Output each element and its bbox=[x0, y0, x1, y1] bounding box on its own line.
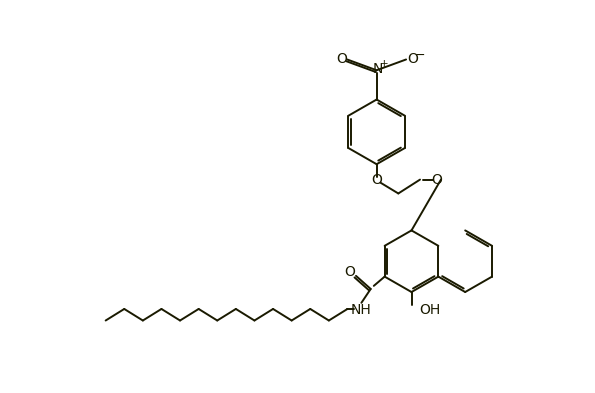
Text: N: N bbox=[372, 62, 383, 77]
Text: O: O bbox=[336, 53, 347, 66]
Text: +: + bbox=[380, 59, 389, 69]
Text: NH: NH bbox=[351, 303, 372, 317]
Text: OH: OH bbox=[419, 303, 440, 318]
Text: O: O bbox=[407, 53, 418, 66]
Text: −: − bbox=[415, 49, 425, 62]
Text: O: O bbox=[431, 173, 443, 187]
Text: O: O bbox=[345, 265, 355, 279]
Text: O: O bbox=[371, 173, 382, 187]
